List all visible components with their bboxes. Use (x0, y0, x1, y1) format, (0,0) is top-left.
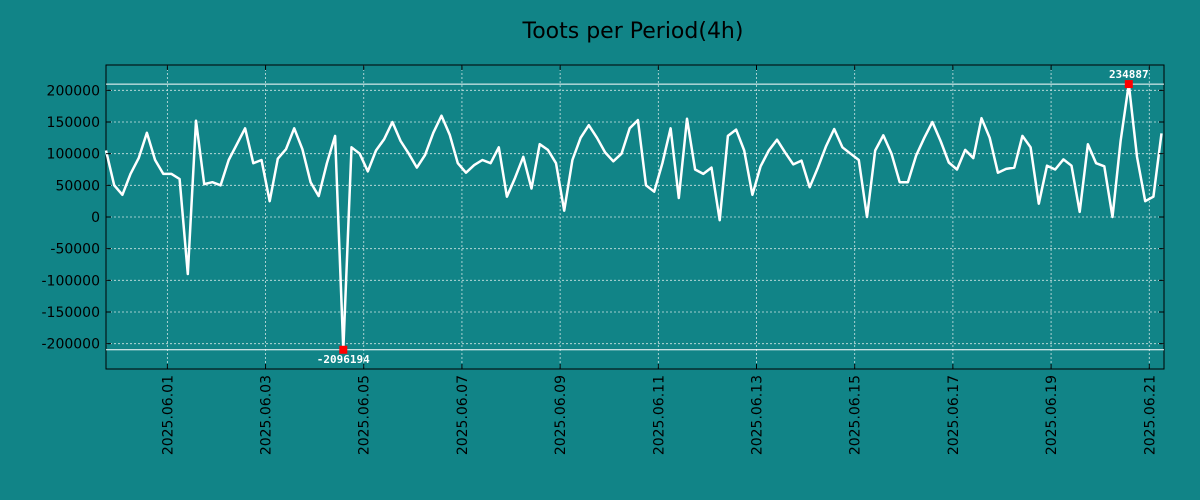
x-tick-label: 2025.06.09 (553, 375, 569, 455)
x-tick-label: 2025.06.15 (848, 375, 864, 455)
x-tick-label: 2025.06.03 (259, 375, 275, 455)
x-tick-label: 2025.06.13 (750, 375, 766, 455)
y-tick-label: -200000 (42, 337, 101, 353)
y-tick-label: 50000 (55, 178, 100, 194)
marker-max (1124, 80, 1133, 89)
series-line-toots (104, 82, 1163, 352)
y-tick-label: 150000 (47, 115, 100, 131)
y-tick-label: -50000 (50, 242, 100, 258)
y-tick-label: 100000 (47, 147, 100, 163)
annotation-min: -2096194 (317, 353, 370, 366)
x-tick-label: 2025.06.01 (160, 375, 176, 455)
x-tick-label: 2025.06.05 (357, 375, 373, 455)
chart-title: Toots per Period(4h) (522, 19, 744, 44)
y-tick-label: -100000 (42, 273, 101, 289)
y-axis: 200000 150000 100000 50000 0 -50000 -100000 -15… (42, 83, 1164, 353)
marker-min (339, 345, 348, 354)
markers: 234887 -2096194 (317, 68, 1149, 366)
x-axis: 2025.06.01 2025.06.03 2025.06.05 2025.06.07… (160, 65, 1158, 455)
x-tick-label: 2025.06.07 (455, 375, 471, 455)
grid (106, 65, 1164, 369)
y-tick-label: 200000 (47, 83, 100, 99)
y-tick-label: 0 (91, 210, 100, 226)
reference-lines (106, 83, 1164, 351)
x-tick-label: 2025.06.11 (651, 375, 667, 455)
y-tick-label: -150000 (42, 305, 101, 321)
annotation-max: 234887 (1109, 68, 1149, 81)
x-tick-label: 2025.06.19 (1044, 375, 1060, 455)
x-tick-label: 2025.06.21 (1142, 375, 1158, 455)
x-tick-label: 2025.06.17 (946, 375, 962, 455)
